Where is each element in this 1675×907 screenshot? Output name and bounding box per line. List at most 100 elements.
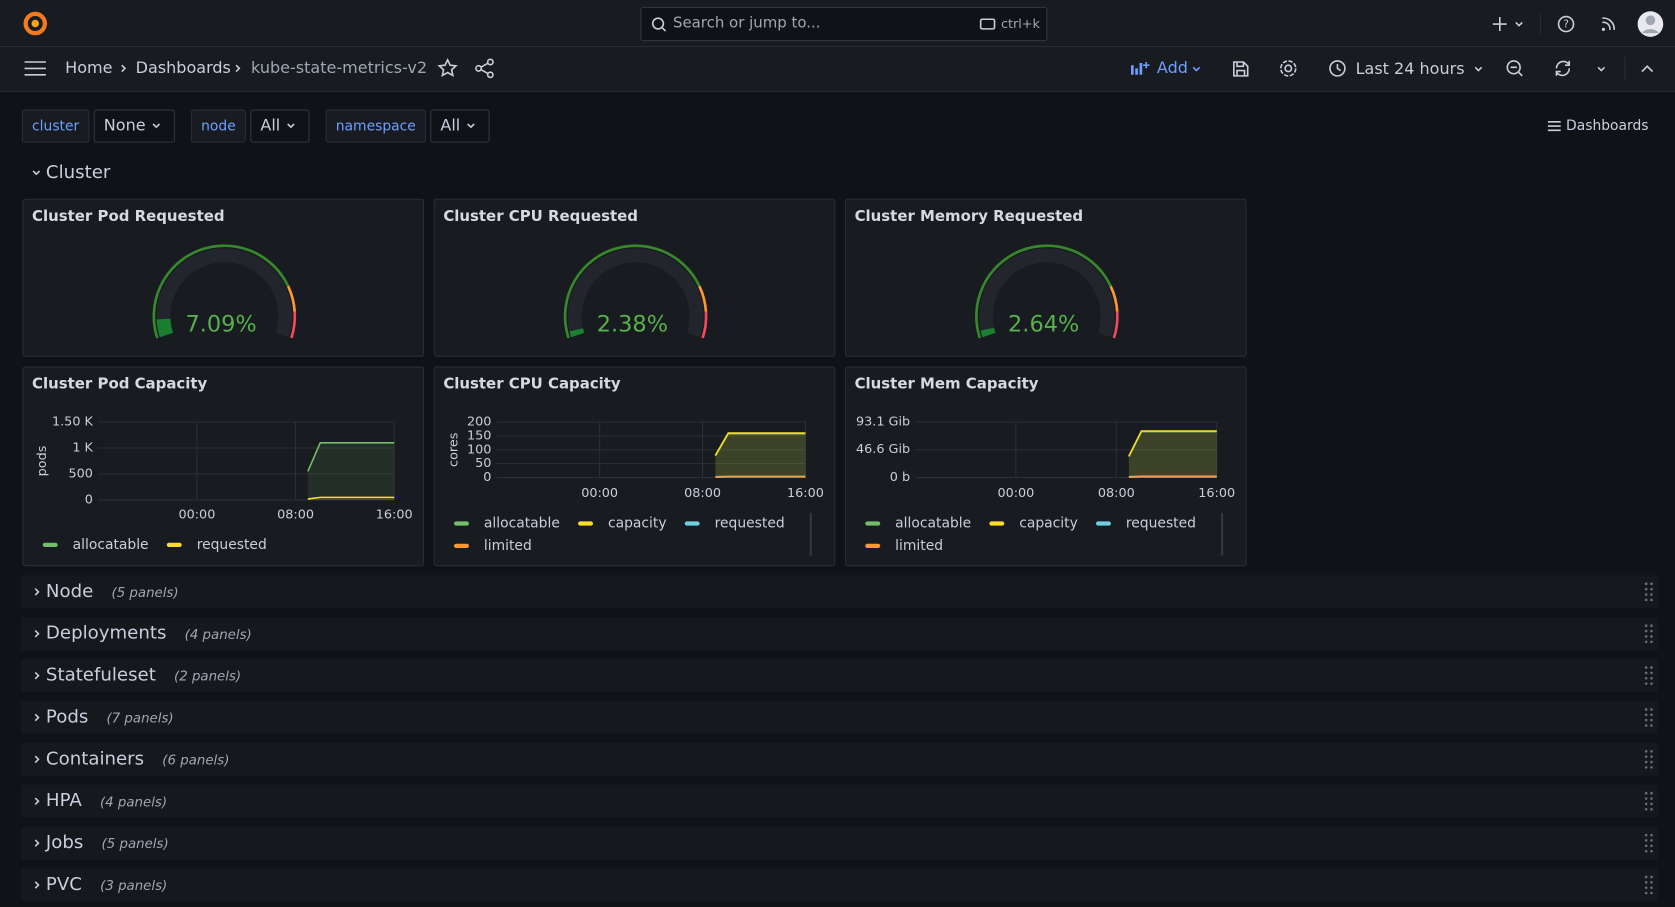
drag-dot (1644, 635, 1648, 638)
series-line (714, 432, 806, 456)
share-button[interactable] (475, 58, 494, 79)
row-header[interactable]: Node (5 panels) (21, 575, 1658, 609)
panel-frame (433, 198, 836, 357)
dashboards-link-label: Dashboards (1566, 118, 1649, 134)
save-button[interactable] (1233, 61, 1249, 77)
legend-item[interactable]: allocatable (42, 537, 149, 553)
row-title: HPA (46, 790, 82, 811)
legend-item[interactable]: requested (166, 537, 267, 553)
profile-avatar[interactable] (1637, 11, 1664, 37)
variable-label-box (191, 109, 246, 143)
refresh-button-part (1555, 60, 1571, 77)
search-box[interactable]: Search or jump to... ctrl+k (640, 6, 1048, 42)
help-button[interactable]: ? (1557, 15, 1575, 33)
panel-title: Cluster Pod Capacity (32, 375, 207, 393)
breadcrumb[interactable]: Home (65, 58, 112, 77)
gauge-threshold (975, 244, 1112, 339)
new-button[interactable] (1492, 17, 1523, 32)
drag-handle[interactable] (1644, 875, 1653, 895)
drag-dot (1650, 708, 1653, 711)
y-axis-label: cores (447, 432, 462, 467)
drag-dot (1650, 666, 1653, 669)
legend-swatch (865, 521, 881, 526)
drag-dot (1650, 755, 1653, 758)
row-header[interactable]: Deployments (4 panels) (21, 617, 1658, 651)
drag-dot (1650, 797, 1653, 800)
breadcrumb[interactable]: Dashboards (136, 58, 231, 77)
legend-item[interactable]: limited (865, 538, 943, 554)
add-button[interactable]: Add (1130, 58, 1201, 77)
zoom-out-button[interactable] (1506, 60, 1523, 77)
drag-handle[interactable] (1644, 750, 1653, 769)
drag-dot (1650, 640, 1653, 644)
row-header[interactable]: PVC (3 panels) (21, 868, 1658, 902)
legend-swatch (1095, 521, 1111, 526)
drag-handle[interactable] (1644, 582, 1653, 602)
variable-select[interactable] (430, 109, 490, 143)
nav-bar (0, 47, 1675, 91)
legend-item[interactable]: requested (1095, 515, 1196, 531)
grafana-logo[interactable] (23, 11, 48, 36)
drag-handle[interactable] (1644, 791, 1653, 811)
news-button-part (1602, 17, 1615, 31)
drag-handle[interactable] (1644, 708, 1653, 727)
row-header[interactable]: Containers (6 panels) (21, 742, 1658, 776)
legend-item[interactable]: capacity (989, 515, 1078, 531)
variable-label-box (325, 109, 426, 143)
drag-dot (1650, 624, 1653, 627)
collapse-button-part (1641, 65, 1654, 73)
panel-title: Cluster Memory Requested (855, 207, 1084, 225)
legend-item[interactable]: allocatable (454, 515, 560, 531)
drag-dot (1644, 708, 1648, 711)
menu-button[interactable] (24, 61, 46, 76)
row-header[interactable]: HPA (4 panels) (21, 784, 1658, 818)
legend-item[interactable]: limited (454, 538, 532, 554)
drag-dot (1650, 802, 1653, 806)
news-button[interactable] (1601, 17, 1615, 32)
x-tick-label: 00:00 (581, 486, 618, 501)
star-button[interactable] (437, 58, 458, 77)
drag-dot (1650, 875, 1653, 879)
row-panel-count: (4 panels) (100, 795, 167, 810)
drag-dot (1650, 766, 1653, 769)
drag-handle[interactable] (1644, 624, 1653, 644)
drag-dot (1644, 629, 1648, 633)
panel-title: Cluster Mem Capacity (855, 375, 1039, 393)
time-picker[interactable]: Last 24 hours (1329, 59, 1483, 78)
row-header[interactable]: Pods (7 panels) (21, 700, 1658, 735)
refresh-interval[interactable] (1597, 66, 1606, 72)
variable-label-box (21, 109, 90, 143)
legend-item[interactable]: allocatable (865, 515, 971, 531)
legend-swatch (989, 521, 1005, 526)
variable-select[interactable] (93, 109, 175, 143)
legend-swatch (454, 543, 469, 549)
drag-dot (1644, 598, 1648, 602)
legend-item[interactable]: capacity (578, 515, 667, 531)
dashboards-link[interactable]: Dashboards (1547, 118, 1649, 134)
collapse-button[interactable] (1641, 65, 1654, 73)
gauge-threshold (290, 311, 297, 339)
y-tick-label: 0 b (890, 470, 910, 485)
legend-item[interactable]: requested (684, 515, 785, 531)
drag-dot (1644, 671, 1648, 675)
row-header[interactable]: Statefuleset (2 panels) (21, 659, 1658, 693)
row-header[interactable]: Jobs (5 panels) (21, 826, 1658, 860)
row-panel-count: (5 panels) (111, 586, 178, 601)
gauge-track (979, 248, 1115, 338)
drag-handle[interactable] (1644, 666, 1653, 685)
gauge-value-label: 2.38% (597, 311, 668, 337)
legend-swatch (865, 543, 881, 549)
drag-handle[interactable] (1644, 833, 1653, 853)
row-header[interactable]: Cluster (32, 162, 111, 183)
variable-select[interactable] (250, 109, 310, 143)
drag-dot (1644, 582, 1648, 586)
x-tick-label: 08:00 (1098, 486, 1135, 501)
drag-dot (1650, 891, 1653, 895)
refresh-button[interactable] (1555, 60, 1571, 77)
gauge-threshold (698, 285, 708, 312)
x-tick-label: 08:00 (684, 486, 721, 501)
drag-dot (1650, 760, 1653, 764)
row-title: PVC (46, 874, 82, 895)
y-tick-label: 150 (467, 428, 491, 443)
drag-dot (1644, 833, 1648, 837)
